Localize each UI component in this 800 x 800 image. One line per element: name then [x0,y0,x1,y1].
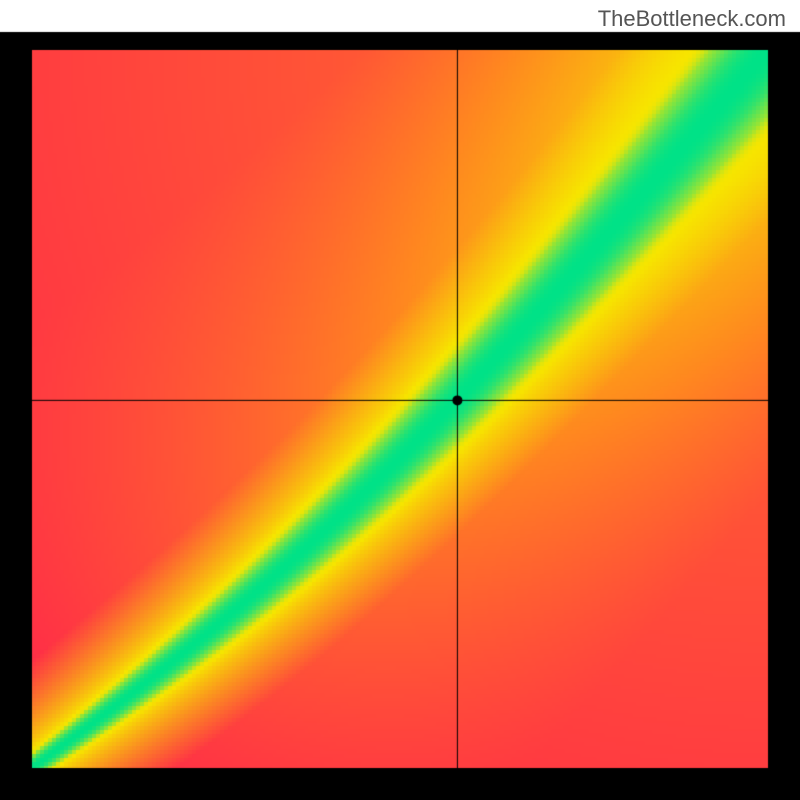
bottleneck-heatmap [0,0,800,800]
watermark-text: TheBottleneck.com [598,6,786,32]
chart-container: TheBottleneck.com [0,0,800,800]
